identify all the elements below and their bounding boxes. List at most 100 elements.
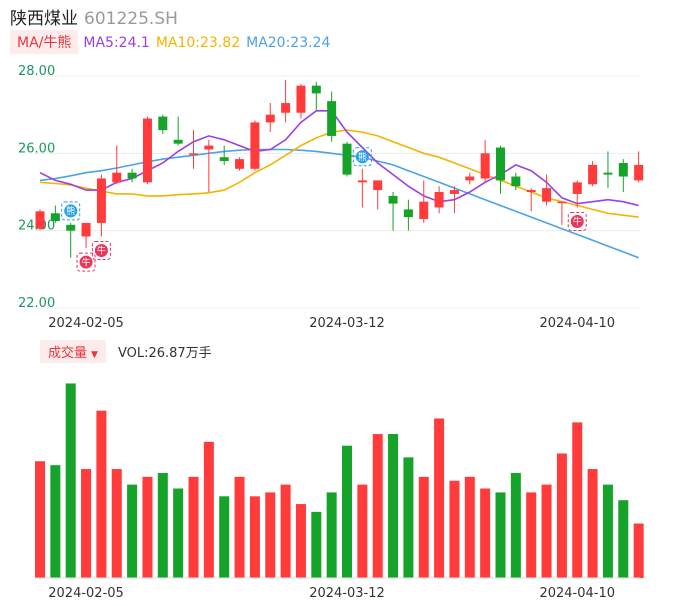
volume-bar (311, 511, 322, 578)
x-tick-label: 2024-04-10 (539, 316, 615, 331)
signal-label: 牛 (573, 216, 582, 228)
volume-bar (326, 492, 337, 578)
stock-code: 601225.SH (84, 9, 178, 29)
volume-bar (587, 469, 598, 578)
volume-indicator-bar: 成交量 ▼ VOL:26.87万手 (40, 340, 212, 363)
candle-body (35, 211, 45, 229)
volume-bar (203, 441, 214, 578)
volume-bar (188, 476, 199, 578)
candle-body (327, 101, 337, 136)
signal-label: 牛 (82, 256, 91, 268)
signal-badge-frame (61, 201, 81, 221)
bull-signal-icon (94, 243, 108, 257)
stock-name: 陕西煤业 (10, 9, 78, 29)
volume-bar (633, 523, 644, 578)
ma5-line (39, 110, 639, 207)
ma10-value: MA10:23.82 (155, 35, 241, 51)
y-tick-label: 26.00 (18, 141, 55, 156)
bear-signal-icon (355, 150, 369, 164)
volume-bar (280, 484, 291, 578)
x-tick-label: 2024-04-10 (539, 586, 615, 601)
ma-indicator-bar: MA/牛熊 MA5:24.1 MA10:23.82 MA20:23.24 (10, 30, 336, 54)
candle-body (127, 172, 137, 179)
y-tick-label: 22.00 (18, 296, 55, 311)
ma10-line (39, 129, 639, 218)
candle-body (281, 103, 291, 113)
ma20-value: MA20:23.24 (246, 35, 331, 51)
candle-body (173, 139, 183, 144)
candle-body (219, 157, 229, 162)
y-tick-label: 28.00 (18, 64, 55, 79)
candle-body (296, 85, 306, 113)
volume-bar (81, 469, 92, 578)
volume-bar (572, 422, 583, 578)
volume-bar (526, 492, 537, 578)
candle-body (388, 195, 398, 204)
volume-bar (142, 476, 153, 578)
volume-bar (219, 496, 230, 578)
volume-bar (602, 484, 613, 578)
volume-bar (464, 476, 475, 578)
ma20-line (39, 148, 639, 259)
volume-bar (495, 492, 506, 578)
candle-body (496, 147, 505, 181)
candle-body (465, 176, 475, 181)
volume-bar (372, 434, 383, 578)
candle-body (142, 118, 152, 183)
volume-bar (111, 469, 122, 578)
candle-body (204, 145, 214, 150)
candle-body (618, 163, 628, 177)
stock-header: 陕西煤业 601225.SH (10, 4, 178, 29)
candle-body (603, 172, 613, 175)
candle-body (189, 153, 198, 155)
candle-body (66, 224, 76, 231)
volume-bar (418, 476, 429, 578)
volume-bar (510, 472, 521, 578)
candle-body (449, 190, 459, 194)
candle-body (250, 122, 260, 169)
x-tick-label: 2024-02-05 (48, 586, 124, 601)
signal-badge-frame (352, 147, 372, 167)
volume-bar (357, 484, 368, 578)
candle-body (588, 164, 598, 185)
candle-body (419, 201, 429, 220)
volume-value: VOL:26.87万手 (117, 346, 212, 361)
candle-body (511, 176, 521, 187)
candle-body (634, 164, 644, 181)
signal-label: 牛 (97, 245, 106, 257)
volume-bar (342, 445, 352, 578)
bull-signal-icon (570, 214, 584, 228)
x-tick-label: 2024-02-05 (48, 316, 124, 331)
candle-body (434, 192, 444, 208)
volume-indicator-dropdown[interactable]: 成交量 ▼ (40, 340, 106, 363)
x-tick-label: 2024-03-12 (309, 586, 385, 601)
candle-body (542, 188, 552, 202)
signal-label: 熊 (66, 205, 75, 217)
candle-body (50, 213, 60, 221)
signal-label: 熊 (358, 151, 367, 163)
bull-signal-icon (79, 255, 93, 269)
volume-bar (50, 465, 61, 578)
volume-bar (249, 496, 260, 578)
volume-bar (388, 434, 399, 578)
candle-body (373, 180, 383, 191)
ma5-value: MA5:24.1 (83, 35, 150, 51)
volume-bar (265, 492, 276, 578)
volume-bar (403, 457, 414, 578)
candle-body (342, 143, 352, 175)
volume-bar (541, 484, 552, 578)
candle-body (96, 178, 106, 223)
volume-bar (173, 488, 184, 578)
x-tick-label: 2024-03-12 (309, 316, 385, 331)
candle-body (158, 116, 168, 131)
candle-body (235, 159, 245, 169)
volume-bar (96, 410, 107, 578)
volume-bar (434, 418, 445, 578)
candle-body (526, 190, 536, 192)
ma-bull-bear-toggle[interactable]: MA/牛熊 (10, 30, 79, 54)
candle-body (557, 201, 567, 204)
candle-body (480, 153, 490, 179)
candle-body (357, 180, 367, 183)
candle-body (265, 114, 275, 123)
